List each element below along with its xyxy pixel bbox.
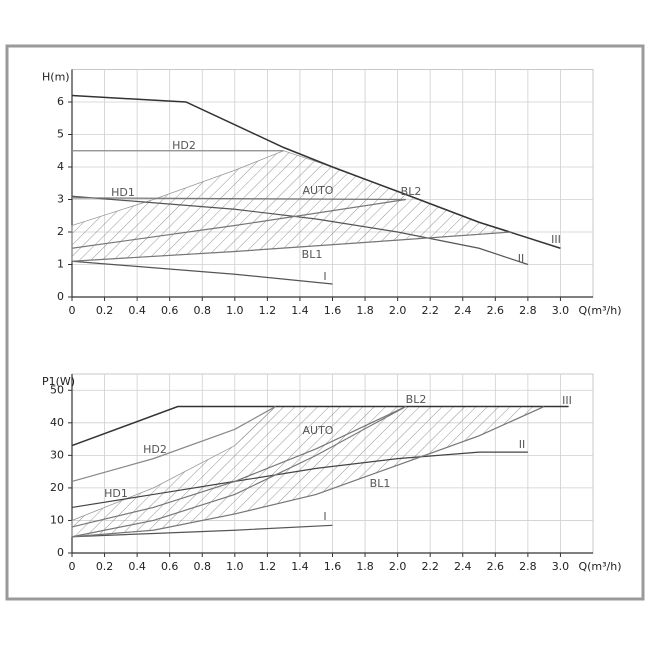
curve <box>71 451 528 509</box>
curve-label: I <box>323 270 326 283</box>
x-tick-label: 0.8 <box>194 560 212 573</box>
x-tick-label: 2.8 <box>519 560 537 573</box>
x-tick-label: 1.2 <box>259 560 277 573</box>
curve-label: II <box>518 252 525 265</box>
x-tick-label: 0 <box>69 560 76 573</box>
curve-label: II <box>519 438 526 451</box>
x-tick-label: 0.4 <box>128 304 146 317</box>
x-tick-label: 1.0 <box>226 304 244 317</box>
curve-label: III <box>551 233 561 246</box>
curve <box>71 405 545 538</box>
curve <box>71 406 407 528</box>
curve-label: BL2 <box>406 393 427 406</box>
y-tick-label: 40 <box>50 416 64 429</box>
curve <box>71 260 333 285</box>
y-tick-label: 50 <box>50 383 64 396</box>
x-tick-label: 1.6 <box>324 560 342 573</box>
x-tick-label: 0.2 <box>96 304 114 317</box>
curve <box>71 231 512 262</box>
curve <box>71 405 569 447</box>
curve <box>71 94 561 249</box>
x-tick-label: 2.2 <box>421 304 439 317</box>
y-axis-label: H(m) <box>42 71 70 84</box>
y-tick-label: 5 <box>57 128 64 141</box>
x-tick-label: 0.2 <box>96 560 114 573</box>
x-axis-label: Q(m³/h) <box>578 560 621 573</box>
region-label: AUTO <box>303 184 334 197</box>
x-tick-label: 2.2 <box>421 560 439 573</box>
x-tick-label: 1.8 <box>356 560 374 573</box>
y-tick-label: 1 <box>57 258 64 271</box>
x-tick-label: 3.0 <box>552 560 570 573</box>
x-tick-label: 0 <box>69 304 76 317</box>
curve-label: HD1 <box>111 186 135 199</box>
x-tick-label: 0.6 <box>161 560 179 573</box>
x-tick-label: 1.6 <box>324 304 342 317</box>
x-tick-label: 2.4 <box>454 560 472 573</box>
curve-label: HD2 <box>143 443 167 456</box>
curve-label: BL1 <box>302 248 323 261</box>
x-tick-label: 2.0 <box>389 560 407 573</box>
x-tick-label: 2.8 <box>519 304 537 317</box>
x-tick-label: 1.4 <box>291 560 309 573</box>
y-tick-label: 30 <box>50 448 64 461</box>
y-tick-label: 3 <box>57 193 64 206</box>
curve-label: HD1 <box>104 487 128 500</box>
x-tick-label: 0.4 <box>128 560 146 573</box>
curve <box>71 406 407 538</box>
curve-label: HD2 <box>172 139 196 152</box>
curve-label: I <box>323 510 326 523</box>
x-tick-label: 1.2 <box>259 304 277 317</box>
region-label: AUTO <box>303 424 334 437</box>
y-tick-label: 20 <box>50 481 64 494</box>
x-tick-label: 2.0 <box>389 304 407 317</box>
y-axis-label: P1(W) <box>42 375 75 388</box>
curve-label: III <box>562 394 572 407</box>
curve <box>71 406 276 482</box>
y-tick-label: 6 <box>57 95 64 108</box>
x-tick-label: 2.4 <box>454 304 472 317</box>
x-tick-label: 0.8 <box>194 304 212 317</box>
x-axis-label: Q(m³/h) <box>578 304 621 317</box>
curve <box>71 524 333 538</box>
x-tick-label: 0.6 <box>161 304 179 317</box>
x-tick-label: 1.8 <box>356 304 374 317</box>
x-tick-label: 2.6 <box>487 304 505 317</box>
x-tick-label: 1.0 <box>226 560 244 573</box>
curve <box>71 197 406 201</box>
curve-label: BL2 <box>401 185 422 198</box>
y-tick-label: 0 <box>57 546 64 559</box>
y-tick-label: 4 <box>57 160 64 173</box>
x-tick-label: 2.6 <box>487 560 505 573</box>
y-tick-label: 10 <box>50 513 64 526</box>
y-tick-label: 2 <box>57 225 64 238</box>
x-tick-label: 1.4 <box>291 304 309 317</box>
curve <box>71 195 529 266</box>
y-tick-label: 0 <box>57 290 64 303</box>
curve-label: BL1 <box>370 477 391 490</box>
curve <box>71 198 406 249</box>
x-tick-label: 3.0 <box>552 304 570 317</box>
